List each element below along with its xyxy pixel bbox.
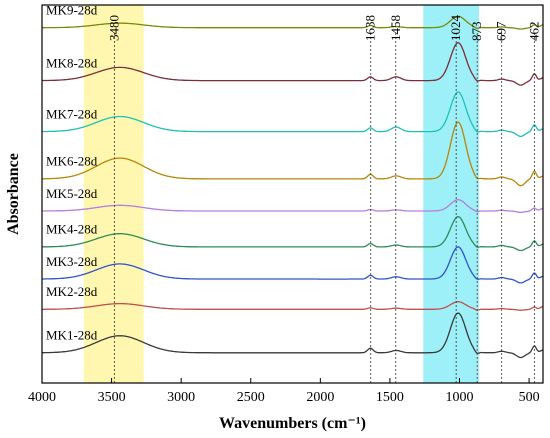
x-tick-label-3000: 3000 [167,390,195,405]
x-axis-ticks: 4000 3500 3000 2500 2000 1500 1000 500 [28,378,540,405]
series-label-MK7-28d: MK7-28d [46,106,98,121]
plot-frame [41,4,544,384]
series-label-MK8-28d: MK8-28d [46,55,98,70]
series-label-MK4-28d: MK4-28d [46,222,98,237]
peak-markers: 3480 1638 1458 1024 873 697 462 [106,15,541,383]
series-line-MK7-28d [42,91,544,138]
series-labels: MK1-28d MK2-28d MK3-28d MK4-28d MK5-28d MK6-2… [46,2,98,342]
series-line-MK9-28d [42,15,544,30]
series-line-MK3-28d [42,246,544,284]
y-axis-title: Absorbance [5,153,22,235]
peak-label-1458: 1458 [388,15,403,41]
x-tick-label-1000: 1000 [446,390,474,405]
series-line-MK8-28d [42,42,544,86]
peak-label-1024: 1024 [448,15,463,42]
series-line-MK4-28d [42,216,544,252]
x-axis-title: Wavenumbers (cm⁻¹) [219,415,366,432]
series-line-MK2-28d [42,301,544,311]
peak-label-697: 697 [494,21,509,41]
series-line-MK1-28d [42,312,544,359]
series-label-MK2-28d: MK2-28d [46,284,98,299]
series-line-MK5-28d [42,199,544,214]
x-tick-label-3500: 3500 [98,390,126,405]
peak-label-873: 873 [469,22,484,42]
series-label-MK9-28d: MK9-28d [46,2,98,17]
x-tick-label-2000: 2000 [306,390,334,405]
series-label-MK3-28d: MK3-28d [46,254,98,269]
x-tick-label-1500: 1500 [376,390,404,405]
x-tick-label-4000: 4000 [28,390,56,405]
x-tick-label-500: 500 [519,390,540,405]
series-lines [42,15,544,359]
x-tick-label-2500: 2500 [237,390,265,405]
peak-label-1638: 1638 [363,15,378,41]
peak-label-3480: 3480 [106,15,121,41]
series-line-MK6-28d [42,121,544,187]
series-label-MK1-28d: MK1-28d [46,328,98,343]
series-label-MK6-28d: MK6-28d [46,154,98,169]
highlight-bands [83,5,479,383]
peak-label-462: 462 [526,22,541,42]
series-label-MK5-28d: MK5-28d [46,186,98,201]
